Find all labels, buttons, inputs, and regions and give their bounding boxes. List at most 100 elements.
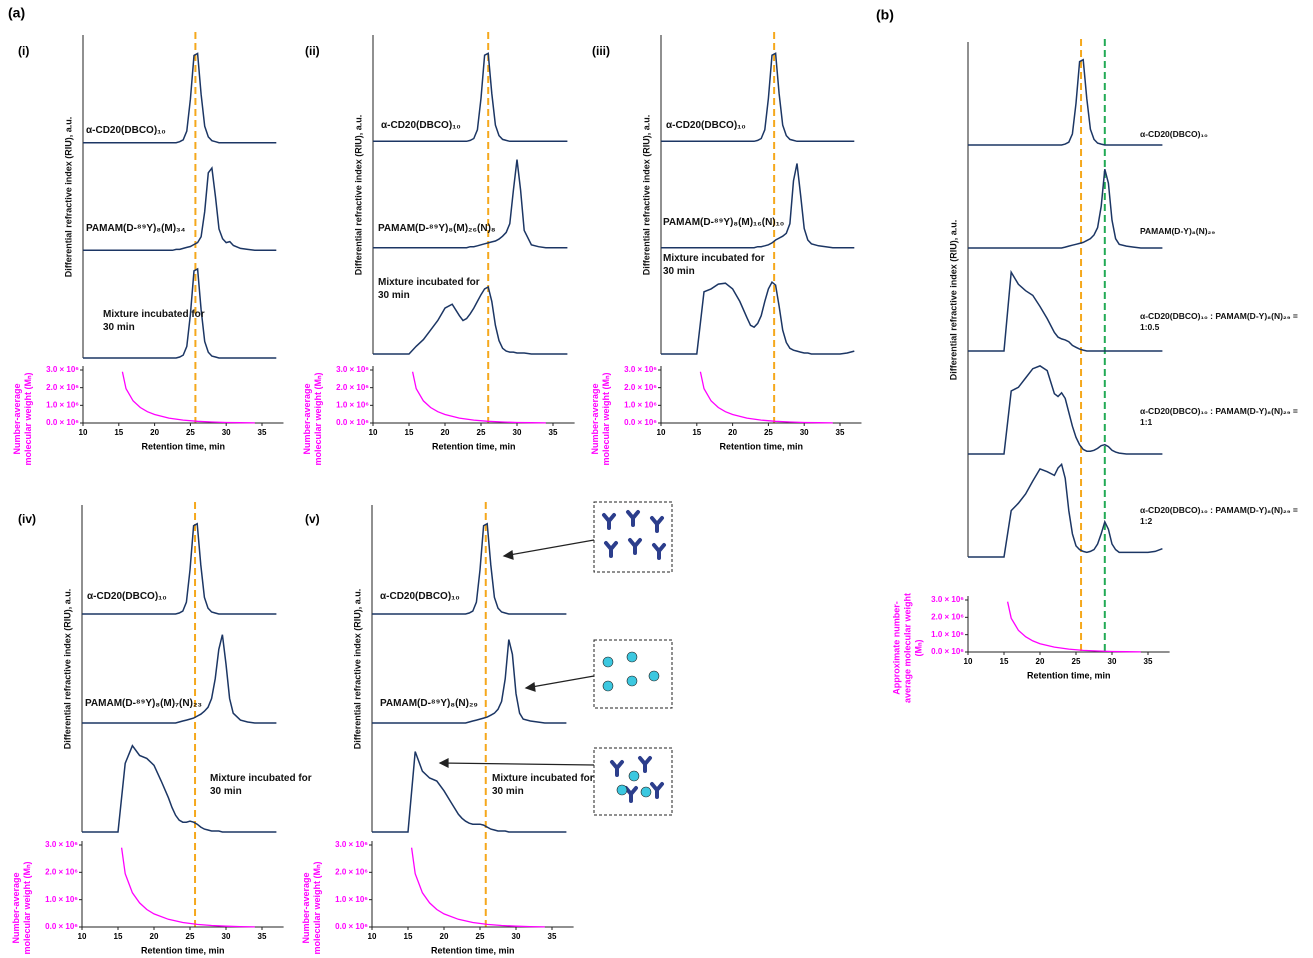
arrows (438, 539, 595, 768)
figure-label: (a) (8, 5, 25, 21)
schematic (438, 501, 673, 816)
x-axis-label: Retention time, min (719, 441, 803, 451)
x-tick-label: 10 (657, 428, 666, 437)
x-tick-label: 10 (78, 932, 87, 941)
y-axis-label: Differential refractive index (RIU), a.u… (948, 219, 959, 380)
series-label: Mixture incubated for 30 min (492, 773, 594, 797)
mn-tick-label: 2.0 × 10⁶ (624, 383, 657, 392)
trace (83, 166, 277, 252)
trace (968, 462, 1163, 558)
mn-axis-label: Number-average molecular weight (Mₙ) (590, 371, 611, 466)
x-tick-label: 35 (548, 932, 557, 941)
x-tick-label: 15 (114, 932, 123, 941)
x-tick-label: 35 (836, 428, 845, 437)
mn-tick-label: 3.0 × 10⁶ (624, 365, 657, 374)
trace (968, 269, 1163, 352)
x-tick-label: 30 (513, 428, 522, 437)
mn-tick-label: 3.0 × 10⁶ (336, 365, 369, 374)
trace (661, 52, 855, 143)
mn-tick-label: 3.0 × 10⁶ (335, 840, 368, 849)
x-tick-label: 20 (1036, 657, 1045, 666)
panel-label: (ii) (305, 44, 320, 58)
trace (373, 285, 568, 355)
x-tick-label: 25 (186, 932, 195, 941)
x-tick-label: 10 (964, 657, 973, 666)
figure-label: (b) (876, 7, 894, 23)
x-tick-label: 20 (150, 932, 159, 941)
y-axis-label: Differential refractive index (RIU), a.u… (353, 114, 364, 275)
mn-tick-label: 1.0 × 10⁶ (46, 400, 79, 409)
x-tick-label: 15 (692, 428, 701, 437)
x-tick-label: 30 (1108, 657, 1117, 666)
trace (661, 281, 855, 355)
series-label: α-CD20(DBCO)₁₀ (381, 120, 461, 132)
x-tick-label: 10 (79, 428, 88, 437)
x-tick-label: 25 (186, 428, 195, 437)
mn-tick-label: 1.0 × 10⁶ (335, 895, 368, 904)
panel-label: (i) (18, 44, 29, 58)
x-tick-label: 35 (1144, 657, 1153, 666)
trace (372, 751, 567, 833)
mn-tick-label: 1.0 × 10⁶ (336, 400, 369, 409)
trace (968, 58, 1163, 146)
x-tick-label: 20 (440, 932, 449, 941)
series-label: α-CD20(DBCO)₁₀ : PAMAM(D-Y)₈(N)₂₉ = 1:0.… (1140, 311, 1298, 332)
trace (373, 52, 568, 143)
series-label: α-CD20(DBCO)₁₀ : PAMAM(D-Y)₈(N)₂₉ = 1:1 (1140, 406, 1298, 427)
mn-tick-label: 1.0 × 10⁶ (624, 400, 657, 409)
mn-tick-label: 3.0 × 10⁶ (46, 365, 79, 374)
mn-tick-label: 3.0 × 10⁶ (931, 595, 964, 604)
trace (968, 169, 1163, 249)
series-label: α-CD20(DBCO)₁₀ (380, 591, 460, 602)
trace (83, 52, 277, 144)
panel-label: (iii) (592, 44, 610, 58)
series-label: PAMAM(D-⁸⁹Y)₈(N)₂₉ (380, 698, 478, 709)
series-label: Mixture incubated for 30 min (210, 773, 312, 797)
series-label: PAMAM(D-⁸⁹Y)₈(M)₇(N)₂₃ (85, 698, 203, 709)
x-tick-label: 20 (150, 428, 159, 437)
mn-axis-label: Number-average molecular weight (Mₙ) (12, 371, 33, 466)
x-tick-label: 15 (405, 428, 414, 437)
x-tick-label: 35 (258, 428, 267, 437)
mn-tick-label: 0.0 × 10⁶ (624, 418, 657, 427)
trace (82, 744, 277, 833)
series-label: Mixture incubated for 30 min (103, 309, 205, 333)
dendrimer-icons (602, 651, 660, 798)
x-tick-label: 25 (764, 428, 773, 437)
x-axis-label: Retention time, min (141, 945, 225, 955)
mn-tick-label: 2.0 × 10⁶ (45, 867, 78, 876)
x-tick-label: 20 (441, 428, 450, 437)
schematic-box (593, 639, 673, 709)
x-tick-label: 35 (549, 428, 558, 437)
mn-curve (410, 847, 545, 928)
x-tick-label: 15 (1000, 657, 1009, 666)
x-tick-label: 10 (368, 932, 377, 941)
series-label: α-CD20(DBCO)₁₀ (666, 120, 746, 132)
antibody-icons (602, 510, 666, 803)
mn-tick-label: 0.0 × 10⁶ (46, 418, 79, 427)
x-axis-label: Retention time, min (432, 441, 516, 451)
x-tick-label: 30 (512, 932, 521, 941)
series-label: Mixture incubated for 30 min (663, 253, 765, 277)
trace (82, 634, 277, 724)
x-tick-label: 20 (728, 428, 737, 437)
mn-curve (120, 847, 255, 928)
x-axis-label: Retention time, min (431, 945, 515, 955)
trace (82, 522, 277, 615)
x-axis-label: Retention time, min (141, 441, 225, 451)
series-label: α-CD20(DBCO)₁₀ : PAMAM(D-Y)₈(N)₂₉ = 1:2 (1140, 505, 1298, 526)
trace (372, 522, 567, 615)
mn-curve (699, 371, 833, 424)
series-label: PAMAM(D-⁸⁹Y)₈(M)₂₆(N)₈ (378, 222, 496, 234)
schematic-box (593, 747, 673, 816)
x-tick-label: 30 (222, 932, 231, 941)
panel-label: (iv) (18, 512, 36, 526)
mn-tick-label: 0.0 × 10⁶ (45, 922, 78, 931)
x-tick-label: 35 (258, 932, 267, 941)
mn-tick-label: 0.0 × 10⁶ (335, 922, 368, 931)
mn-axis-label: Number-average molecular weight (Mₙ) (302, 371, 323, 466)
x-tick-label: 25 (477, 428, 486, 437)
mn-tick-label: 0.0 × 10⁶ (931, 647, 964, 656)
